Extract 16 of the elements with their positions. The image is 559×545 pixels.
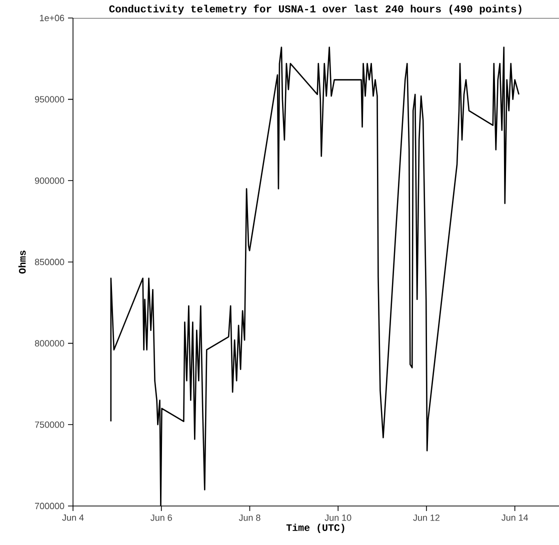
x-axis-title: Time (UTC) [286,524,344,533]
x-tick-label: Jun 4 [62,514,84,521]
x-tick-label: Jun 14 [502,514,528,521]
y-tick-label: 750000 [35,421,64,428]
y-tick-label: 800000 [34,340,64,346]
y-tick-label: 700000 [35,502,64,510]
y-tick-label: 900000 [34,177,64,184]
y-tick-label: 850000 [34,258,64,266]
y-tick-label: 1e+06 [40,14,64,22]
chart-title: Conductivity telemetry for USNA-1 over last 240 hours (490 points) [109,4,522,14]
x-tick-label: Jun 6 [150,514,172,521]
x-tick-label: Jun 8 [238,514,260,521]
y-tick-label: 950000 [34,96,64,102]
x-tick-label: Jun 12 [413,514,440,521]
y-axis-title: Ohms [18,250,26,274]
x-tick-label: Jun 10 [324,514,352,521]
